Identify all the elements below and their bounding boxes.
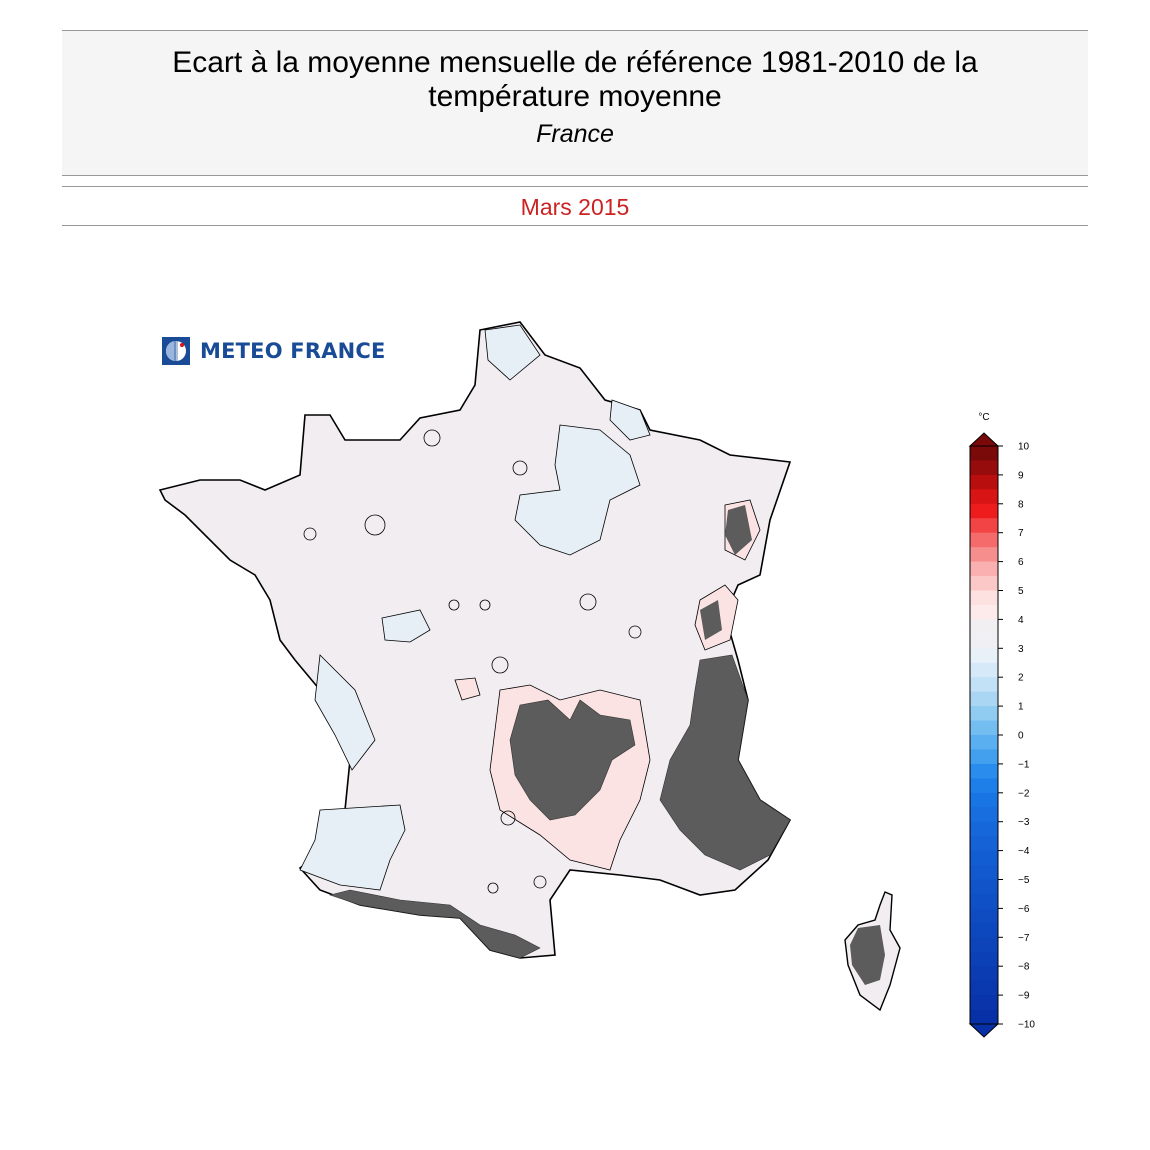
colorbar-tick-label: 2 bbox=[1018, 673, 1024, 684]
colorbar-cell bbox=[970, 922, 998, 938]
relief-mask-alps bbox=[659, 654, 791, 871]
meteo-france-logo: METEO FRANCE bbox=[162, 337, 386, 365]
colorbar-cell bbox=[970, 590, 998, 606]
colorbar-cell bbox=[970, 821, 998, 837]
colorbar-cell bbox=[970, 995, 998, 1011]
colorbar-cell bbox=[970, 879, 998, 895]
colorbar-cell bbox=[970, 619, 998, 635]
map-period: Mars 2015 bbox=[520, 194, 630, 220]
colorbar-cell bbox=[970, 489, 998, 505]
colorbar-tick-label: 0 bbox=[1018, 731, 1024, 742]
colorbar-tick-label: 6 bbox=[1018, 557, 1024, 568]
colorbar-cell bbox=[970, 503, 998, 519]
colorbar-cell bbox=[970, 893, 998, 909]
title-panel: Ecart à la moyenne mensuelle de référenc… bbox=[62, 30, 1088, 176]
colorbar-cell bbox=[970, 836, 998, 852]
colorbar-unit: °C bbox=[978, 412, 989, 423]
colorbar-bottom-arrow bbox=[968, 1023, 1000, 1038]
colorbar-tick-label: 8 bbox=[1018, 499, 1024, 510]
colorbar-cell bbox=[970, 677, 998, 693]
colorbar-cell bbox=[970, 1009, 998, 1025]
colorbar-tick-label: −2 bbox=[1018, 788, 1030, 799]
colorbar-tick-label: 4 bbox=[1018, 615, 1024, 626]
colorbar-cell bbox=[970, 561, 998, 577]
anomaly-zone-negative bbox=[484, 324, 541, 381]
anomaly-zone-negative bbox=[314, 654, 376, 771]
colorbar-cell bbox=[970, 792, 998, 808]
contour-blobs bbox=[303, 429, 642, 894]
colorbar-tick-label: −1 bbox=[1018, 759, 1030, 770]
france-mainland bbox=[158, 321, 792, 959]
colorbar-cell bbox=[970, 720, 998, 736]
colorbar-cell bbox=[970, 446, 998, 461]
colorbar-cell bbox=[970, 648, 998, 664]
colorbar-tick-label: −4 bbox=[1018, 846, 1030, 857]
relief-mask-massif-central bbox=[509, 699, 636, 821]
colorbar-cell bbox=[970, 604, 998, 620]
anomaly-zone-positive bbox=[454, 677, 481, 701]
colorbar-tick-label: −7 bbox=[1018, 933, 1030, 944]
colorbar-cell bbox=[970, 735, 998, 750]
anomaly-zone-negative bbox=[514, 424, 641, 556]
colorbar-tick-label: −8 bbox=[1018, 962, 1030, 973]
relief-mask-pyrenees bbox=[328, 889, 541, 959]
colorbar-cell bbox=[970, 865, 998, 880]
colorbar-cell bbox=[970, 807, 998, 823]
divider bbox=[62, 225, 1088, 226]
colorbar-cell bbox=[970, 662, 998, 678]
colorbar-tick-label: 7 bbox=[1018, 528, 1024, 539]
colorbar-tick-label: 3 bbox=[1018, 644, 1024, 655]
anomaly-zone-negative bbox=[609, 399, 651, 441]
colorbar-cell bbox=[970, 966, 998, 982]
colorbar-tick-label: 5 bbox=[1018, 586, 1024, 597]
colorbar-cell bbox=[970, 532, 998, 548]
divider bbox=[62, 186, 1088, 187]
colorbar-tick-label: 1 bbox=[1018, 702, 1024, 713]
colorbar-tick-label: 10 bbox=[1018, 442, 1030, 453]
colorbar-tick-label: −3 bbox=[1018, 817, 1030, 828]
relief-mask-jura bbox=[700, 600, 722, 640]
map-region: France bbox=[536, 120, 614, 148]
relief-mask-vosges bbox=[725, 505, 752, 555]
colorbar-cell bbox=[970, 763, 998, 779]
map-title-line-1: Ecart à la moyenne mensuelle de référenc… bbox=[172, 46, 978, 79]
logo-label: METEO FRANCE bbox=[200, 339, 386, 363]
map-title-line-2: température moyenne bbox=[428, 80, 722, 113]
relief-mask-corsica bbox=[850, 925, 885, 985]
colorbar-cell bbox=[970, 749, 998, 765]
colorbar-cell bbox=[970, 691, 998, 707]
colorbar-cell bbox=[970, 474, 998, 490]
colorbar-tick-label: −5 bbox=[1018, 875, 1030, 886]
meteo-france-logo-icon bbox=[162, 337, 190, 365]
colorbar-cell bbox=[970, 850, 998, 866]
colorbar-tick-label: −10 bbox=[1018, 1020, 1035, 1031]
colorbar-cell bbox=[970, 778, 998, 794]
colorbar-tick-label: −6 bbox=[1018, 904, 1030, 915]
colorbar-cell bbox=[970, 460, 998, 476]
colorbar-cell bbox=[970, 547, 998, 563]
colorbar-top-arrow bbox=[968, 432, 1000, 447]
colorbar-cell bbox=[970, 951, 998, 967]
colorbar-cells bbox=[970, 446, 998, 1025]
colorbar-cell bbox=[970, 980, 998, 996]
colorbar-cell bbox=[970, 908, 998, 924]
colorbar-tick-label: 9 bbox=[1018, 470, 1024, 481]
colorbar-tick-label: −9 bbox=[1018, 991, 1030, 1002]
anomaly-zone-negative bbox=[381, 609, 431, 643]
colorbar-cell bbox=[970, 706, 998, 722]
anomaly-zone-negative bbox=[299, 804, 406, 891]
colorbar-cell bbox=[970, 576, 998, 591]
colorbar-cell bbox=[970, 633, 998, 649]
colorbar-cell bbox=[970, 518, 998, 534]
colorbar-cell bbox=[970, 937, 998, 953]
